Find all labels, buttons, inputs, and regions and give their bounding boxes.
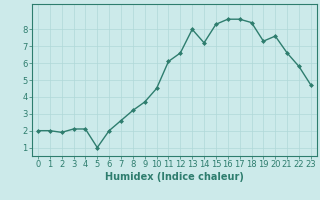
X-axis label: Humidex (Indice chaleur): Humidex (Indice chaleur) [105, 172, 244, 182]
